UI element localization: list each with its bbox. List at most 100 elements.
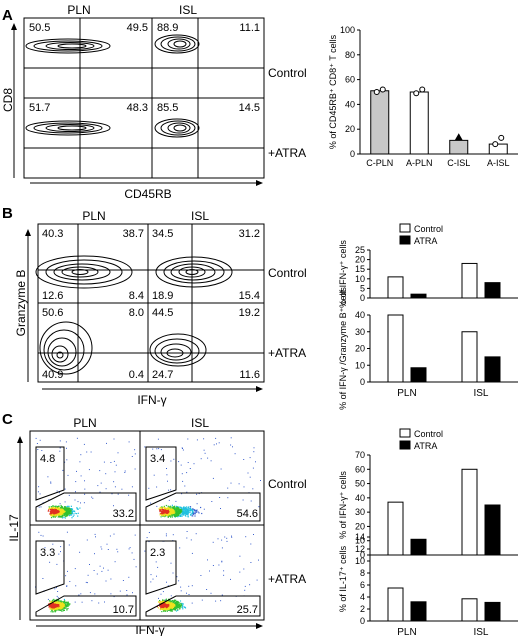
dot [54, 509, 56, 511]
dot [50, 481, 52, 483]
dot [194, 512, 196, 514]
dot [83, 443, 85, 445]
dot [56, 587, 57, 589]
dot [197, 511, 199, 513]
dot [177, 506, 179, 508]
dot [207, 457, 209, 459]
dot [227, 497, 229, 499]
dot [99, 491, 101, 493]
bar [461, 468, 478, 556]
dot [52, 505, 54, 507]
dot [158, 597, 159, 599]
dot [37, 449, 39, 450]
dot [38, 486, 40, 488]
bar [409, 91, 429, 155]
x-tick-label: PLN [397, 627, 416, 636]
dot [51, 603, 53, 605]
dot [162, 608, 164, 610]
legend-swatch [399, 428, 411, 438]
dot [168, 515, 170, 517]
dot [186, 513, 188, 515]
dot [177, 515, 179, 517]
dot [58, 609, 60, 611]
dot [67, 507, 69, 509]
dot [66, 602, 68, 604]
dot [174, 507, 176, 509]
dot [178, 604, 180, 606]
dot [207, 559, 208, 561]
dot [191, 511, 194, 513]
dot [244, 589, 246, 591]
dot [172, 509, 174, 511]
dot [65, 441, 67, 443]
dot [182, 507, 184, 510]
dot [188, 509, 190, 511]
dot [170, 605, 172, 607]
dot [165, 604, 167, 606]
gate-value: 33.2 [113, 508, 134, 520]
dot [56, 607, 58, 609]
dot [59, 609, 61, 611]
dot [166, 581, 167, 583]
dot [52, 509, 54, 511]
dot [70, 514, 73, 516]
dot [164, 599, 166, 601]
dot [186, 508, 189, 510]
dot [182, 603, 184, 605]
dot [186, 508, 188, 510]
dot [253, 534, 254, 535]
dot [61, 516, 63, 518]
dot [170, 516, 172, 518]
quadrant-value: 8.4 [129, 290, 144, 302]
dot [161, 606, 163, 608]
bar [387, 587, 404, 622]
dot [62, 603, 64, 605]
dot [192, 513, 194, 515]
dot [106, 543, 108, 545]
dot [50, 513, 52, 515]
dot [60, 605, 62, 607]
dot [169, 604, 171, 606]
dot [89, 564, 90, 565]
dot [100, 482, 102, 484]
dot [171, 606, 173, 608]
dot [184, 514, 186, 516]
dot [64, 461, 66, 463]
dot [56, 599, 58, 602]
dot [61, 607, 63, 609]
dot [173, 511, 175, 513]
y-tick-label: 10 [355, 536, 365, 546]
dot [167, 511, 169, 513]
dot [157, 607, 160, 609]
dot [218, 564, 220, 566]
dot [66, 447, 67, 449]
dot [196, 493, 198, 495]
dot [174, 512, 176, 514]
dot [180, 606, 182, 608]
dot [56, 595, 58, 597]
dot [168, 499, 170, 501]
dot [62, 605, 64, 608]
dot [250, 500, 252, 502]
dot [56, 509, 58, 511]
dot [163, 610, 165, 612]
dot [177, 605, 179, 607]
dot [60, 603, 62, 605]
facs-box [147, 302, 265, 383]
dot [67, 601, 69, 603]
dot [194, 510, 196, 512]
row-label-control: Control [268, 66, 307, 80]
dot [178, 605, 180, 607]
dot [178, 511, 180, 514]
dot [175, 602, 177, 604]
dot [55, 506, 57, 508]
x-tick-label: PLN [397, 388, 416, 399]
dot [55, 604, 58, 606]
dot [185, 509, 187, 511]
dot [166, 601, 168, 603]
dot [63, 607, 65, 609]
dot [171, 601, 173, 603]
legend-label: ATRA [414, 236, 437, 246]
dot [59, 602, 61, 604]
